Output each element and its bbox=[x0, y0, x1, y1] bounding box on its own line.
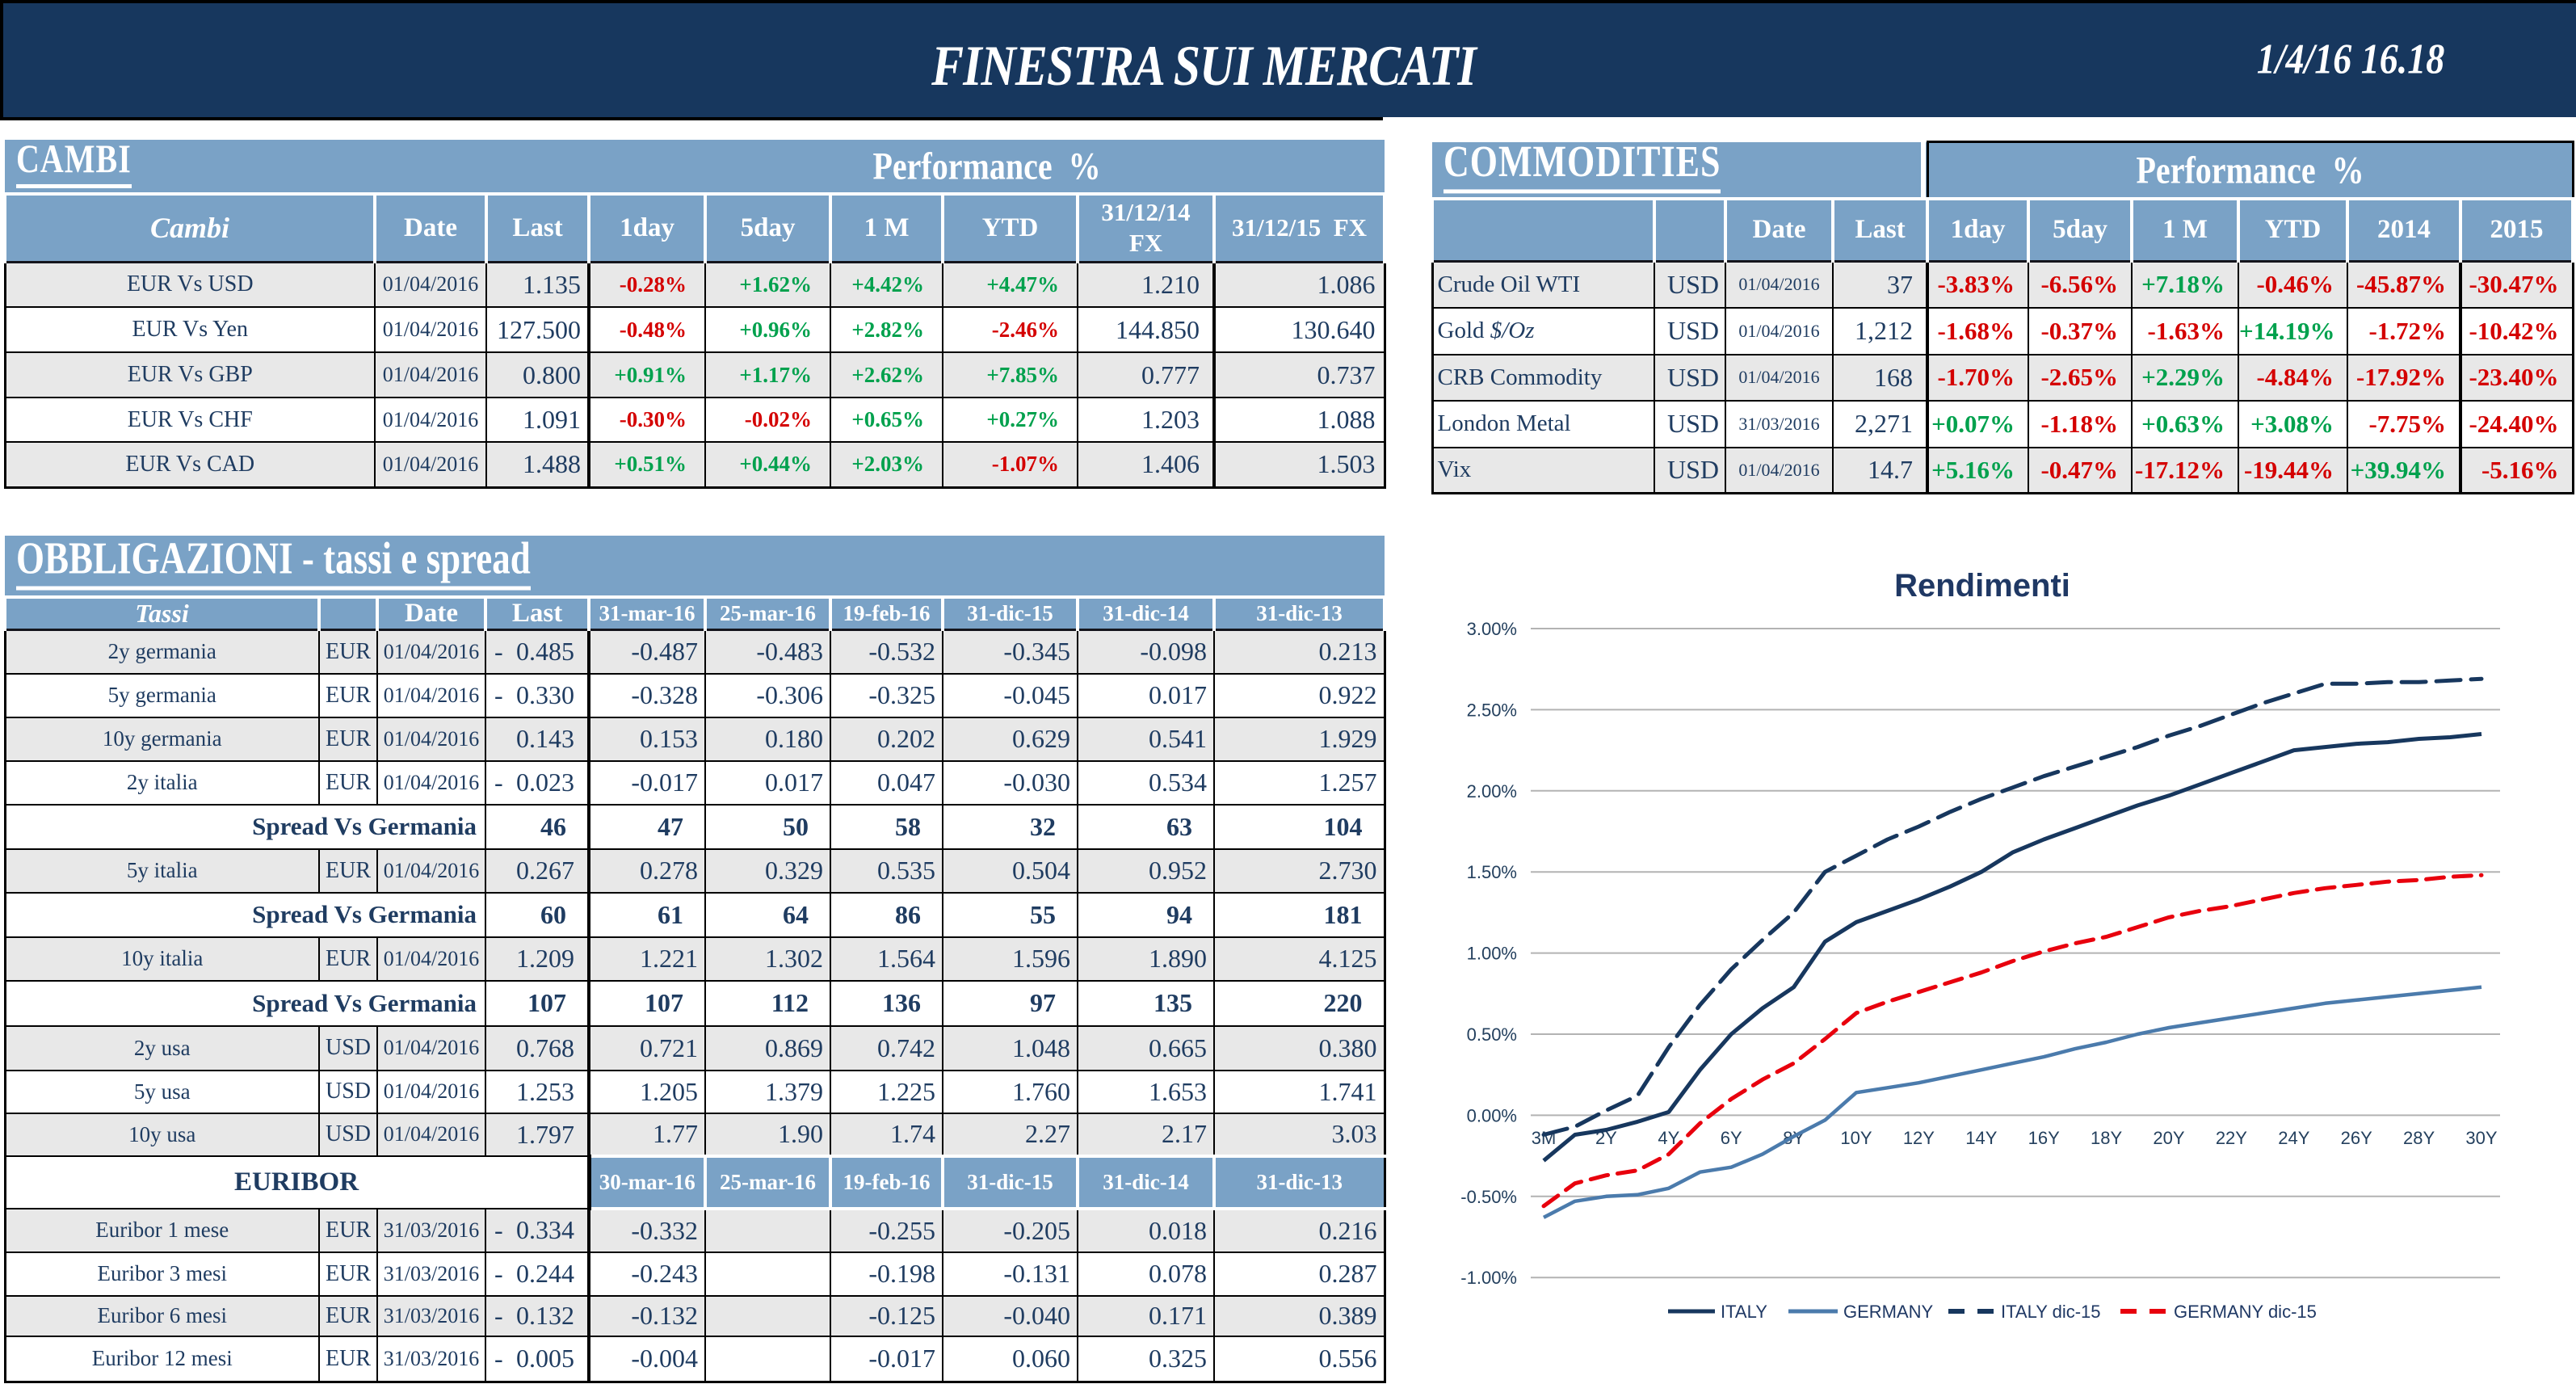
svg-text:24Y: 24Y bbox=[2278, 1128, 2309, 1148]
svg-text:18Y: 18Y bbox=[2091, 1128, 2122, 1148]
svg-text:-0.50%: -0.50% bbox=[1460, 1187, 1517, 1207]
svg-text:14Y: 14Y bbox=[1965, 1128, 1997, 1148]
svg-text:0.50%: 0.50% bbox=[1467, 1024, 1517, 1045]
svg-text:16Y: 16Y bbox=[2028, 1128, 2060, 1148]
svg-text:GERMANY dic-15: GERMANY dic-15 bbox=[2174, 1302, 2317, 1322]
svg-text:20Y: 20Y bbox=[2153, 1128, 2184, 1148]
svg-text:Rendimenti: Rendimenti bbox=[1894, 568, 2070, 604]
svg-text:1.50%: 1.50% bbox=[1467, 862, 1517, 882]
svg-text:3.00%: 3.00% bbox=[1467, 619, 1517, 639]
svg-text:22Y: 22Y bbox=[2216, 1128, 2247, 1148]
svg-text:26Y: 26Y bbox=[2341, 1128, 2372, 1148]
svg-text:28Y: 28Y bbox=[2403, 1128, 2435, 1148]
svg-text:30Y: 30Y bbox=[2465, 1128, 2497, 1148]
svg-text:10Y: 10Y bbox=[1840, 1128, 1872, 1148]
svg-text:GERMANY: GERMANY bbox=[1843, 1302, 1934, 1322]
svg-text:12Y: 12Y bbox=[1903, 1128, 1935, 1148]
svg-text:ITALY: ITALY bbox=[1721, 1302, 1767, 1322]
svg-text:-1.00%: -1.00% bbox=[1460, 1268, 1517, 1288]
svg-text:2.00%: 2.00% bbox=[1467, 781, 1517, 801]
svg-text:0.00%: 0.00% bbox=[1467, 1105, 1517, 1125]
svg-text:ITALY dic-15: ITALY dic-15 bbox=[2001, 1302, 2101, 1322]
svg-text:2.50%: 2.50% bbox=[1467, 700, 1517, 720]
svg-text:1.00%: 1.00% bbox=[1467, 944, 1517, 964]
svg-text:6Y: 6Y bbox=[1721, 1128, 1742, 1148]
